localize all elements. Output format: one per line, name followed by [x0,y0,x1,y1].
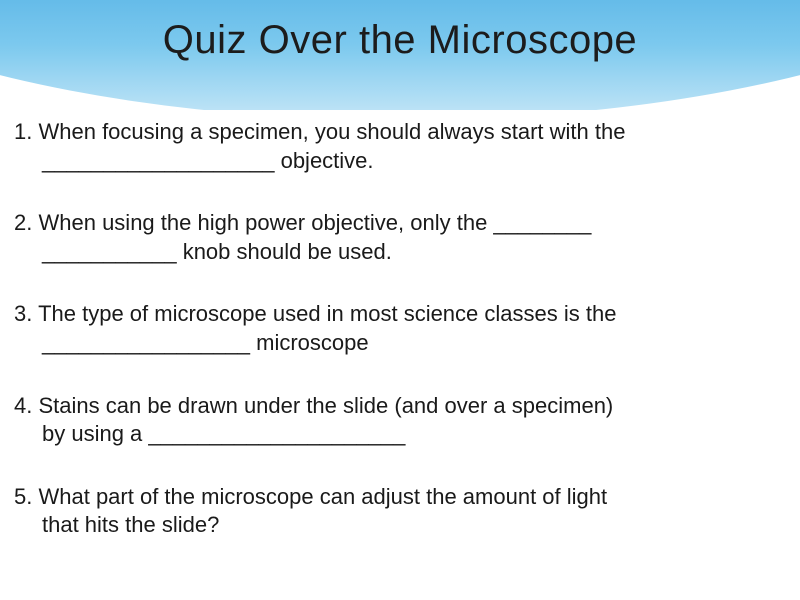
slide-container: Quiz Over the Microscope 1. When focusin… [0,0,800,600]
question-text-line2: ___________________ objective. [14,147,786,176]
question-4: 4. Stains can be drawn under the slide (… [14,392,786,449]
question-number: 1. [14,119,32,144]
question-5: 5. What part of the microscope can adjus… [14,483,786,540]
question-number: 4. [14,393,32,418]
question-text-line1: What part of the microscope can adjust t… [38,484,607,509]
question-text-line1: Stains can be drawn under the slide (and… [38,393,613,418]
question-text-line2: _________________ microscope [14,329,786,358]
question-text-line1: When focusing a specimen, you should alw… [38,119,625,144]
question-number: 2. [14,210,32,235]
question-number: 3. [14,301,32,326]
question-number: 5. [14,484,32,509]
question-text-line1: The type of microscope used in most scie… [38,301,616,326]
question-text-line1: When using the high power objective, onl… [38,210,591,235]
slide-title: Quiz Over the Microscope [0,18,800,63]
slide-body: 1. When focusing a specimen, you should … [0,110,800,540]
slide-header: Quiz Over the Microscope [0,0,800,110]
question-2: 2. When using the high power objective, … [14,209,786,266]
question-text-line2: ___________ knob should be used. [14,238,786,267]
question-1: 1. When focusing a specimen, you should … [14,118,786,175]
question-3: 3. The type of microscope used in most s… [14,300,786,357]
question-text-line2: by using a _____________________ [14,420,786,449]
question-text-line2: that hits the slide? [14,511,786,540]
